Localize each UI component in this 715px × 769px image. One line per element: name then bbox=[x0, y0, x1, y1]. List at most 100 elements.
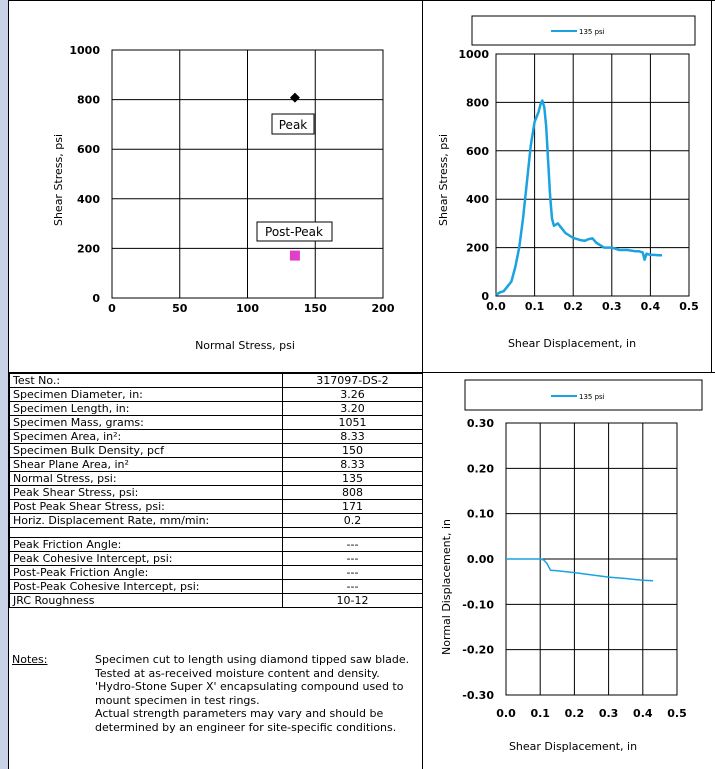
tick-labels: 0 50 100 150 200 0 200 400 600 800 1000 bbox=[69, 44, 394, 315]
legend-label: 135 psi bbox=[579, 393, 605, 401]
x-tick-label: 0.2 bbox=[565, 707, 585, 720]
series-line bbox=[495, 99, 662, 296]
property-value: 1051 bbox=[282, 415, 423, 430]
y-tick-label: 800 bbox=[466, 96, 489, 109]
legend-box bbox=[471, 15, 696, 46]
y-tick-label: -0.20 bbox=[462, 644, 494, 657]
x-tick-label: 150 bbox=[304, 302, 327, 315]
property-value: 8.33 bbox=[282, 457, 423, 472]
table-row: Specimen Area, in²: 8.33 bbox=[9, 429, 423, 444]
legend-box bbox=[464, 379, 703, 411]
specimen-properties-table: Test No.: 317097-DS-2 Specimen Diameter, … bbox=[9, 373, 423, 608]
table-row: Peak Friction Angle: --- bbox=[9, 537, 423, 552]
property-label: Specimen Bulk Density, pcf bbox=[9, 443, 283, 458]
strength-value: --- bbox=[282, 537, 423, 552]
y-tick-label: 0.20 bbox=[467, 462, 494, 475]
y-tick-label: 600 bbox=[77, 143, 100, 156]
x-tick-label: 0.3 bbox=[599, 707, 619, 720]
property-label: Post Peak Shear Stress, psi: bbox=[9, 499, 283, 514]
table-row: Post-Peak Friction Angle: --- bbox=[9, 565, 423, 580]
property-label: Specimen Area, in²: bbox=[9, 429, 283, 444]
table-row: Post-Peak Cohesive Intercept, psi: --- bbox=[9, 579, 423, 594]
table-row: Horiz. Displacement Rate, mm/min: 0.2 bbox=[9, 513, 423, 528]
x-tick-label: 0.1 bbox=[525, 300, 545, 313]
property-label: Shear Plane Area, in² bbox=[9, 457, 283, 472]
strength-value: 10-12 bbox=[282, 593, 423, 608]
y-tick-label: -0.10 bbox=[462, 598, 494, 611]
frame-right bbox=[711, 0, 712, 372]
y-tick-label: 0 bbox=[92, 292, 100, 305]
y-tick-label: 0.30 bbox=[467, 417, 494, 430]
post-peak-annotation: Post-Peak bbox=[256, 221, 333, 242]
data-series bbox=[506, 558, 654, 582]
property-label: Specimen Diameter, in: bbox=[9, 387, 283, 402]
x-tick-label: 0.0 bbox=[486, 300, 506, 313]
series-line bbox=[506, 558, 654, 582]
y-axis-title: Shear Stress, psi bbox=[52, 134, 65, 226]
property-label: Peak Shear Stress, psi: bbox=[9, 485, 283, 500]
y-tick-label: 200 bbox=[77, 242, 100, 255]
x-axis-title: Shear Displacement, in bbox=[509, 740, 637, 753]
strength-label: Peak Friction Angle: bbox=[9, 537, 283, 552]
shear-stress-displacement-chart: 135 psi 0.0 0.1 0.2 0.3 0.4 0.5 0 200 400 600 800 1… bbox=[437, 15, 699, 350]
table-row: Normal Stress, psi: 135 bbox=[9, 471, 423, 486]
stress-envelope-chart: 0 50 100 150 200 0 200 400 600 800 1000 Peak Post-… bbox=[52, 44, 395, 352]
y-tick-label: 0 bbox=[481, 290, 489, 303]
peak-annotation: Peak bbox=[271, 113, 315, 135]
table-row: Shear Plane Area, in² 8.33 bbox=[9, 457, 423, 472]
property-label: Horiz. Displacement Rate, mm/min: bbox=[9, 513, 283, 528]
plot-area bbox=[495, 53, 690, 297]
property-label: Normal Stress, psi: bbox=[9, 471, 283, 486]
property-label: Specimen Mass, grams: bbox=[9, 415, 283, 430]
strength-value: --- bbox=[282, 565, 423, 580]
y-tick-label: 1000 bbox=[458, 48, 489, 61]
y-tick-label: 0.10 bbox=[467, 508, 494, 521]
property-value: 171 bbox=[282, 499, 423, 514]
y-tick-label: 400 bbox=[466, 193, 489, 206]
y-tick-label: 1000 bbox=[69, 44, 100, 57]
peak-label-box bbox=[271, 113, 315, 135]
strength-value: --- bbox=[282, 579, 423, 594]
y-axis-title: Normal Displacement, in bbox=[440, 519, 453, 655]
frame-center bbox=[422, 0, 423, 769]
table-row: Peak Cohesive Intercept, psi: --- bbox=[9, 551, 423, 566]
property-label: Test No.: bbox=[9, 373, 283, 388]
table-row: Specimen Bulk Density, pcf 150 bbox=[9, 443, 423, 458]
y-tick-label: 400 bbox=[77, 193, 100, 206]
property-value: 3.20 bbox=[282, 401, 423, 416]
x-axis-title: Normal Stress, psi bbox=[195, 339, 295, 352]
note-line: Tested at as-received moisture content a… bbox=[95, 666, 380, 680]
table-row: JRC Roughness 10-12 bbox=[9, 593, 423, 608]
post-peak-label: Post-Peak bbox=[265, 225, 323, 239]
y-tick-label: -0.30 bbox=[462, 689, 494, 702]
x-tick-label: 0.5 bbox=[667, 707, 687, 720]
table-row: Specimen Diameter, in: 3.26 bbox=[9, 387, 423, 402]
strength-label: JRC Roughness bbox=[9, 593, 283, 608]
note-line: 'Hydro-Stone Super X' encapsulating comp… bbox=[95, 680, 404, 707]
y-tick-label: 0.00 bbox=[467, 553, 494, 566]
chart-grid bbox=[111, 49, 384, 299]
table-row: Test No.: 317097-DS-2 bbox=[9, 373, 423, 388]
x-tick-label: 100 bbox=[236, 302, 259, 315]
property-value: 8.33 bbox=[282, 429, 423, 444]
notes-label: Notes: bbox=[12, 653, 48, 666]
data-points bbox=[289, 92, 300, 261]
property-value: 317097-DS-2 bbox=[282, 373, 423, 388]
property-value: 150 bbox=[282, 443, 423, 458]
notes-text: Specimen cut to length using diamond tip… bbox=[95, 653, 420, 734]
y-tick-label: 600 bbox=[466, 145, 489, 158]
y-axis-title: Shear Stress, psi bbox=[437, 134, 450, 226]
strength-label: Peak Cohesive Intercept, psi: bbox=[9, 551, 283, 566]
y-tick-label: 200 bbox=[466, 242, 489, 255]
y-tick-label: 800 bbox=[77, 94, 100, 107]
x-tick-label: 0.3 bbox=[602, 300, 622, 313]
table-row: Specimen Mass, grams: 1051 bbox=[9, 415, 423, 430]
normal-displacement-chart: 135 psi 0.0 0.1 0.2 0.3 0.4 0.5 -0.30 -0.20 -0.1… bbox=[440, 379, 703, 753]
property-value: 808 bbox=[282, 485, 423, 500]
x-tick-label: 0.4 bbox=[633, 707, 653, 720]
property-value: 0.2 bbox=[282, 513, 423, 528]
data-series bbox=[495, 99, 662, 296]
spacer-row bbox=[9, 527, 423, 538]
tick-labels: 0.0 0.1 0.2 0.3 0.4 0.5 -0.30 -0.20 -0.10 0.00 0.1… bbox=[462, 417, 686, 720]
report-sheet: 0 50 100 150 200 0 200 400 600 800 1000 Peak Post-… bbox=[8, 0, 715, 769]
